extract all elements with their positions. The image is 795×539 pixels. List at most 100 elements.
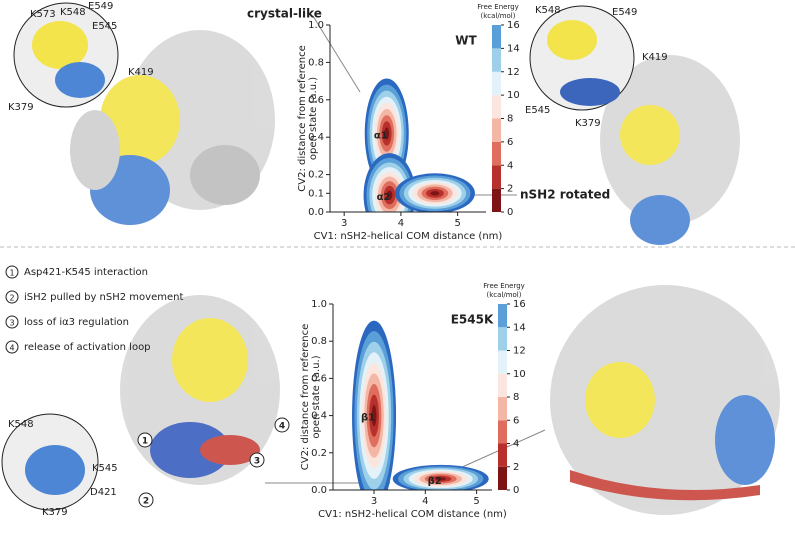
x-tick-label: 5 [473, 496, 479, 507]
colorbar-tick-label: 0 [513, 485, 519, 496]
colorbar-band [498, 466, 507, 490]
y-tick-label: 0.8 [311, 336, 327, 347]
step-badge [5, 290, 19, 304]
colorbar-tick-label: 12 [513, 346, 526, 357]
basin-label: β1 [361, 413, 375, 424]
annotation: nSH2 rotated [520, 188, 610, 202]
colorbar-tick-label: 10 [513, 369, 526, 380]
y-tick-label: 1.0 [311, 299, 327, 310]
basin [371, 405, 377, 427]
y-axis-label: CV2: distance from reference [297, 45, 308, 191]
residue-label: E549 [612, 7, 637, 18]
basin [435, 477, 447, 481]
y-tick-label: 0.4 [308, 132, 324, 143]
colorbar-band [492, 71, 501, 96]
x-axis-label: CV1: nSH2-helical COM distance (nm) [318, 509, 507, 520]
step-marker [137, 432, 153, 448]
colorbar-band [492, 48, 501, 72]
residue-label: K379 [575, 118, 601, 129]
colorbar-band [498, 373, 507, 397]
residue-label: K573 [30, 9, 56, 20]
residue-label: K548 [8, 419, 34, 430]
step-text: release of activation loop [24, 342, 151, 353]
colorbar-tick-label: 14 [507, 43, 520, 54]
step-text: loss of iα3 regulation [24, 317, 129, 328]
colorbar-label: (kcal/mol) [486, 291, 521, 299]
protein-top-left [70, 30, 275, 225]
residue-label: K548 [535, 5, 561, 16]
colorbar-band [492, 188, 501, 212]
basin [384, 127, 390, 140]
colorbar-tick-label: 10 [507, 90, 520, 101]
y-tick-label: 0.6 [308, 95, 324, 106]
colorbar-tick-label: 2 [507, 184, 513, 195]
colorbar-band [492, 95, 501, 119]
colorbar-band [498, 397, 507, 421]
y-tick-label: 0.2 [308, 170, 324, 181]
magnifier-top-right [529, 5, 635, 111]
step-marker [249, 452, 265, 468]
step-number: 2 [9, 294, 14, 303]
basin [386, 190, 393, 200]
x-tick-label: 5 [454, 218, 460, 229]
colorbar-band [498, 443, 507, 467]
colorbar-tick-label: 14 [513, 322, 526, 333]
y-tick-label: 0.6 [311, 373, 327, 384]
x-tick-label: 3 [341, 218, 347, 229]
basins [363, 78, 475, 212]
colorbar-tick-label: 8 [513, 392, 519, 403]
residue-label: E549 [88, 1, 113, 12]
protein-top-right [600, 55, 740, 245]
colorbar-band [498, 327, 507, 351]
step-text: iSH2 pulled by nSH2 movement [24, 292, 183, 303]
colorbar-tick-label: 0 [507, 207, 513, 218]
colorbar-tick-label: 12 [507, 67, 520, 78]
colorbar-band [492, 141, 501, 166]
colorbar-label: (kcal/mol) [480, 12, 515, 20]
magnifier-bottom-left [1, 413, 99, 511]
chart: β1 β2 3 4 5 0.0 0.2 0.4 0.6 0.8 1.0 CV1: nSH2-helic… [300, 282, 526, 520]
residue-label: K419 [642, 52, 668, 63]
step-marker-number: 2 [143, 497, 149, 507]
colorbar-band [498, 350, 507, 374]
residue-label: K379 [42, 507, 68, 518]
colorbar-tick-label: 4 [513, 439, 519, 450]
basin [430, 191, 440, 196]
residue-label: K548 [60, 7, 86, 18]
magnifier-top-left [13, 2, 119, 108]
colorbar-tick-label: 16 [513, 299, 526, 310]
step-badge [5, 340, 19, 354]
y-tick-label: 0.0 [311, 485, 327, 496]
colorbar-tick-label: 2 [513, 462, 519, 473]
protein-bottom-right [550, 285, 780, 515]
chart-title: E545K [451, 313, 494, 327]
step-number: 3 [9, 319, 14, 328]
step-badge [5, 265, 19, 279]
residue-label: E545 [525, 105, 550, 116]
residue-label: K419 [128, 67, 154, 78]
basins [352, 320, 489, 490]
step-marker-number: 3 [254, 457, 260, 467]
step-badge [5, 315, 19, 329]
protein-bottom-left [120, 295, 280, 485]
x-tick-label: 4 [422, 496, 428, 507]
annotation: crystal-like [247, 7, 322, 21]
y-axis-label: CV2: distance from reference [300, 324, 311, 470]
colorbar-label: Free Energy [477, 3, 519, 11]
step-marker [138, 492, 154, 508]
residue-label: D421 [90, 487, 117, 498]
y-tick-label: 0.2 [311, 448, 327, 459]
basin-label: α1 [374, 130, 388, 141]
y-axis-label: open state (a.u.) [311, 355, 322, 438]
step-text: Asp421-K545 interaction [24, 267, 148, 278]
colorbar-band [498, 304, 507, 328]
residue-label: E545 [92, 21, 117, 32]
steps-list: 1 Asp421-K545 interaction 1 2 iSH2 pulled by… [5, 265, 290, 508]
colorbar-label: Free Energy [483, 282, 525, 290]
colorbar-band [492, 25, 501, 49]
colorbar-tick-label: 16 [507, 20, 520, 31]
y-tick-label: 0.0 [308, 207, 324, 218]
leader-line [312, 15, 361, 93]
colorbar-band [498, 420, 507, 444]
